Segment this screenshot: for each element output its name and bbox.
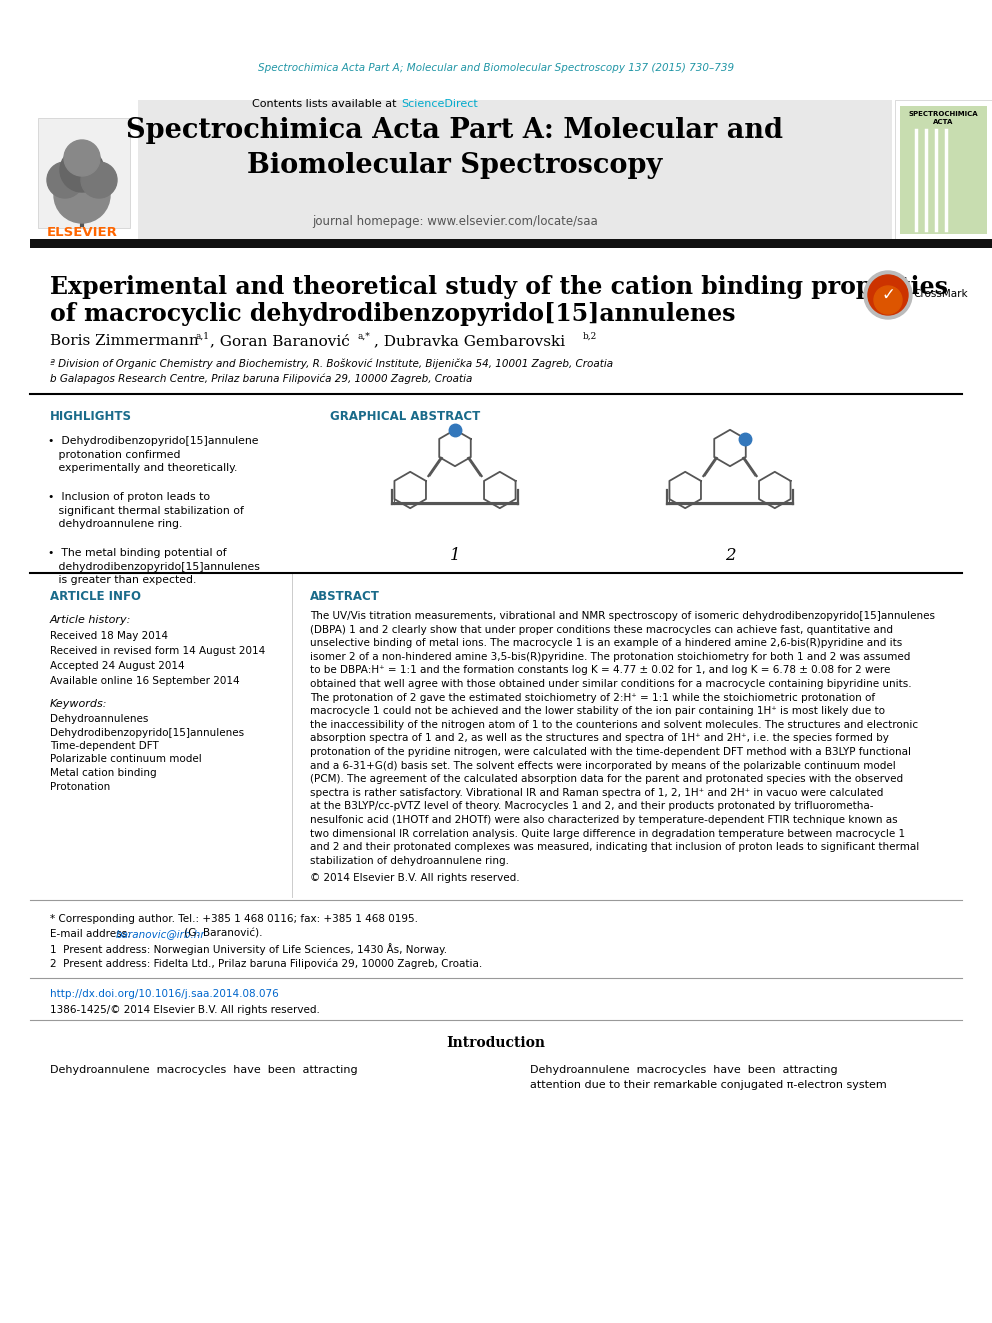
Text: http://dx.doi.org/10.1016/j.saa.2014.08.076: http://dx.doi.org/10.1016/j.saa.2014.08.…	[50, 990, 279, 999]
Circle shape	[47, 161, 83, 198]
Text: Received 18 May 2014: Received 18 May 2014	[50, 631, 168, 642]
Text: 1: 1	[449, 548, 460, 565]
Text: * Corresponding author. Tel.: +385 1 468 0116; fax: +385 1 468 0195.: * Corresponding author. Tel.: +385 1 468…	[50, 914, 418, 923]
Text: to be DBPA:H⁺ = 1:1 and the formation constants log K = 4.77 ± 0.02 for 1, and l: to be DBPA:H⁺ = 1:1 and the formation co…	[310, 665, 891, 676]
Circle shape	[874, 286, 902, 314]
Text: HIGHLIGHTS: HIGHLIGHTS	[50, 410, 132, 423]
Text: (DBPA) 1 and 2 clearly show that under proper conditions these macrocycles can a: (DBPA) 1 and 2 clearly show that under p…	[310, 624, 893, 635]
Text: obtained that well agree with those obtained under similar conditions for a macr: obtained that well agree with those obta…	[310, 679, 912, 689]
Text: Dehydrodibenzopyrido[15]annulenes: Dehydrodibenzopyrido[15]annulenes	[50, 728, 244, 737]
Text: •  The metal binding potential of
   dehydrodibenzopyrido[15]annulenes
   is gre: • The metal binding potential of dehydro…	[48, 548, 260, 585]
Text: Dehydroannulene  macrocycles  have  been  attracting: Dehydroannulene macrocycles have been at…	[50, 1065, 358, 1076]
Text: GRAPHICAL ABSTRACT: GRAPHICAL ABSTRACT	[330, 410, 480, 423]
Text: b Galapagos Research Centre, Prilaz baruna Filipovića 29, 10000 Zagreb, Croatia: b Galapagos Research Centre, Prilaz baru…	[50, 374, 472, 384]
Text: (G. Baranović).: (G. Baranović).	[182, 929, 263, 939]
Circle shape	[81, 161, 117, 198]
Text: a,1: a,1	[196, 332, 210, 340]
Circle shape	[54, 167, 110, 224]
Text: The protonation of 2 gave the estimated stoichiometry of 2:H⁺ = 1:1 while the st: The protonation of 2 gave the estimated …	[310, 693, 875, 703]
Text: b,2: b,2	[583, 332, 597, 340]
Text: spectra is rather satisfactory. Vibrational IR and Raman spectra of 1, 2, 1H⁺ an: spectra is rather satisfactory. Vibratio…	[310, 787, 883, 798]
Text: Experimental and theoretical study of the cation binding properties: Experimental and theoretical study of th…	[50, 275, 948, 299]
Circle shape	[64, 140, 100, 176]
Text: isomer 2 of a non-hindered amine 3,5-bis(R)pyridine. The protonation stoichiomet: isomer 2 of a non-hindered amine 3,5-bis…	[310, 652, 911, 662]
Text: of macrocyclic dehydrodibenzopyrido[15]annulenes: of macrocyclic dehydrodibenzopyrido[15]a…	[50, 302, 735, 325]
Text: a,*: a,*	[358, 332, 371, 340]
Text: at the B3LYP/cc-pVTZ level of theory. Macrocycles 1 and 2, and their products pr: at the B3LYP/cc-pVTZ level of theory. Ma…	[310, 802, 874, 811]
Text: Contents lists available at: Contents lists available at	[252, 99, 400, 108]
Text: and 2 and their protonated complexes was measured, indicating that inclusion of : and 2 and their protonated complexes was…	[310, 843, 920, 852]
Text: ABSTRACT: ABSTRACT	[310, 590, 380, 602]
Text: Available online 16 September 2014: Available online 16 September 2014	[50, 676, 240, 687]
Text: Accepted 24 August 2014: Accepted 24 August 2014	[50, 662, 185, 671]
Text: Received in revised form 14 August 2014: Received in revised form 14 August 2014	[50, 646, 265, 656]
Text: the inaccessibility of the nitrogen atom of 1 to the counterions and solvent mol: the inaccessibility of the nitrogen atom…	[310, 720, 919, 730]
Bar	[895, 101, 992, 239]
Text: 2: 2	[725, 548, 735, 565]
Text: unselective binding of metal ions. The macrocycle 1 is an example of a hindered : unselective binding of metal ions. The m…	[310, 638, 903, 648]
Text: Spectrochimica Acta Part A; Molecular and Biomolecular Spectroscopy 137 (2015) 7: Spectrochimica Acta Part A; Molecular an…	[258, 64, 734, 73]
Text: ª Division of Organic Chemistry and Biochemistry, R. Bošković Institute, Bijenič: ª Division of Organic Chemistry and Bioc…	[50, 359, 613, 369]
Text: ELSEVIER: ELSEVIER	[47, 225, 117, 238]
Text: 1386-1425/© 2014 Elsevier B.V. All rights reserved.: 1386-1425/© 2014 Elsevier B.V. All right…	[50, 1005, 319, 1015]
Bar	[30, 239, 992, 247]
Text: , Dubravka Gembarovski: , Dubravka Gembarovski	[374, 333, 565, 348]
Circle shape	[864, 271, 912, 319]
Text: two dimensional IR correlation analysis. Quite large difference in degradation t: two dimensional IR correlation analysis.…	[310, 828, 905, 839]
Text: Spectrochimica Acta Part A: Molecular and
Biomolecular Spectroscopy: Spectrochimica Acta Part A: Molecular an…	[127, 118, 784, 179]
Text: Time-dependent DFT: Time-dependent DFT	[50, 741, 159, 751]
Text: The UV/Vis titration measurements, vibrational and NMR spectroscopy of isomeric : The UV/Vis titration measurements, vibra…	[310, 611, 935, 620]
Text: •  Dehydrodibenzopyrido[15]annulene
   protonation confirmed
   experimentally a: • Dehydrodibenzopyrido[15]annulene proto…	[48, 437, 259, 474]
Text: SPECTROCHIMICA
ACTA: SPECTROCHIMICA ACTA	[909, 111, 978, 124]
Bar	[900, 106, 987, 234]
Circle shape	[60, 148, 104, 192]
Text: protonation of the pyridine nitrogen, were calculated with the time-dependent DF: protonation of the pyridine nitrogen, we…	[310, 747, 911, 757]
Text: Protonation: Protonation	[50, 782, 110, 791]
Text: ARTICLE INFO: ARTICLE INFO	[50, 590, 141, 602]
Text: journal homepage: www.elsevier.com/locate/saa: journal homepage: www.elsevier.com/locat…	[312, 216, 598, 229]
Text: Article history:: Article history:	[50, 615, 131, 624]
Text: attention due to their remarkable conjugated π-electron system: attention due to their remarkable conjug…	[530, 1080, 887, 1090]
Bar	[38, 118, 130, 228]
Text: Dehydroannulene  macrocycles  have  been  attracting: Dehydroannulene macrocycles have been at…	[530, 1065, 837, 1076]
Text: Dehydroannulenes: Dehydroannulenes	[50, 714, 149, 724]
Text: •  Inclusion of proton leads to
   significant thermal stabilization of
   dehyd: • Inclusion of proton leads to significa…	[48, 492, 244, 529]
Text: E-mail address:: E-mail address:	[50, 929, 134, 939]
Text: macrocycle 1 could not be achieved and the lower stability of the ion pair conta: macrocycle 1 could not be achieved and t…	[310, 706, 885, 716]
Text: 2  Present address: Fidelta Ltd., Prilaz baruna Filipovića 29, 10000 Zagreb, Cro: 2 Present address: Fidelta Ltd., Prilaz …	[50, 959, 482, 970]
Text: Metal cation binding: Metal cation binding	[50, 767, 157, 778]
Text: Boris Zimmermann: Boris Zimmermann	[50, 333, 198, 348]
Text: Polarizable continuum model: Polarizable continuum model	[50, 754, 201, 765]
Text: 1  Present address: Norwegian University of Life Sciences, 1430 Ås, Norway.: 1 Present address: Norwegian University …	[50, 943, 447, 955]
Text: and a 6-31+G(d) basis set. The solvent effects were incorporated by means of the: and a 6-31+G(d) basis set. The solvent e…	[310, 761, 896, 770]
Text: ScienceDirect: ScienceDirect	[401, 99, 478, 108]
Text: stabilization of dehydroannulene ring.: stabilization of dehydroannulene ring.	[310, 856, 509, 865]
Bar	[30, 101, 138, 239]
Text: © 2014 Elsevier B.V. All rights reserved.: © 2014 Elsevier B.V. All rights reserved…	[310, 873, 520, 882]
Text: , Goran Baranović: , Goran Baranović	[210, 333, 350, 348]
Text: (PCM). The agreement of the calculated absorption data for the parent and proton: (PCM). The agreement of the calculated a…	[310, 774, 903, 785]
Text: ✓: ✓	[881, 286, 895, 304]
Text: CrossMark: CrossMark	[913, 288, 967, 299]
Text: Introduction: Introduction	[446, 1036, 546, 1050]
Text: nesulfonic acid (1HOTf and 2HOTf) were also characterized by temperature-depende: nesulfonic acid (1HOTf and 2HOTf) were a…	[310, 815, 898, 826]
Text: Keywords:: Keywords:	[50, 699, 107, 709]
Circle shape	[868, 275, 908, 315]
Bar	[30, 101, 892, 239]
Text: absorption spectra of 1 and 2, as well as the structures and spectra of 1H⁺ and : absorption spectra of 1 and 2, as well a…	[310, 733, 889, 744]
Text: baranovic@irb.hr: baranovic@irb.hr	[116, 929, 205, 939]
